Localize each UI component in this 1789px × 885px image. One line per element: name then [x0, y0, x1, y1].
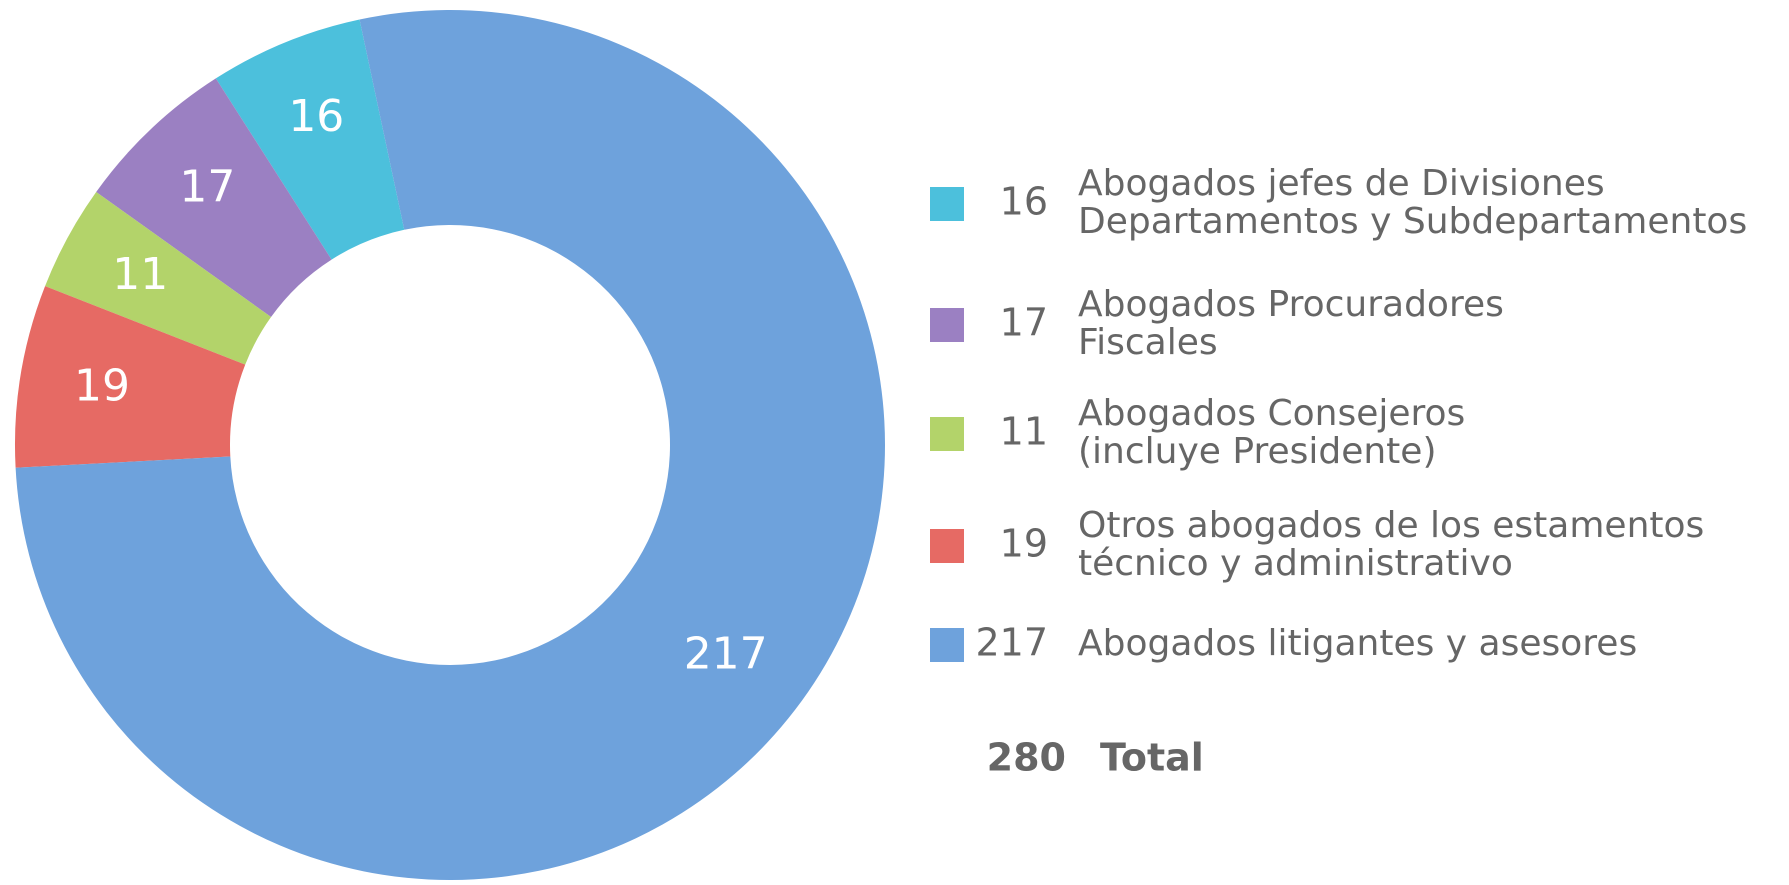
legend-value: 16	[1000, 180, 1048, 224]
legend-label: técnico y administrativo	[1078, 543, 1513, 584]
legend-label: Abogados jefes de Divisiones	[1078, 163, 1605, 204]
legend-value: 17	[1000, 301, 1048, 345]
slice-label: 11	[112, 249, 168, 300]
legend-label: Abogados Procuradores	[1078, 284, 1504, 325]
donut-slice	[45, 191, 272, 365]
legend-value: 11	[1000, 410, 1048, 454]
legend-swatch	[930, 529, 964, 563]
slice-label: 19	[74, 361, 130, 412]
slice-label: 16	[288, 91, 344, 142]
donut-slice	[96, 78, 332, 318]
total-label: Total	[1100, 736, 1204, 780]
legend-label: Otros abogados de los estamentos	[1078, 505, 1704, 546]
legend-swatch	[930, 628, 964, 662]
legend-label: Abogados Consejeros	[1078, 393, 1465, 434]
donut-slice	[15, 10, 885, 880]
donut-slice	[14, 286, 246, 468]
legend-swatch	[930, 187, 964, 221]
legend-value: 19	[1000, 522, 1048, 566]
total-value: 280	[987, 736, 1066, 780]
legend-label: Departamentos y Subdepartamentos	[1078, 201, 1747, 242]
legend-swatch	[930, 417, 964, 451]
legend-label: Abogados litigantes y asesores	[1078, 623, 1637, 664]
slice-label: 17	[179, 161, 235, 212]
legend-label: Fiscales	[1078, 322, 1218, 363]
slice-label: 217	[684, 629, 768, 680]
legend-value: 217	[975, 621, 1048, 665]
legend-swatch	[930, 308, 964, 342]
legend-label: (incluye Presidente)	[1078, 431, 1437, 472]
donut-slice	[215, 19, 405, 260]
